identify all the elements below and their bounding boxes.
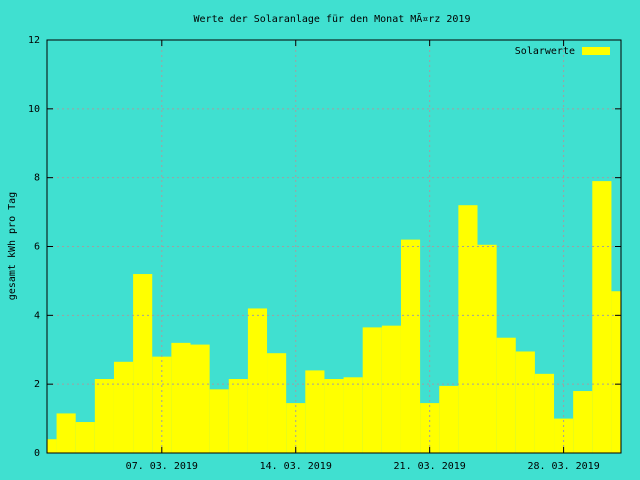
bar: [324, 379, 344, 453]
bar: [534, 373, 555, 453]
bar: [343, 377, 363, 453]
chart-title: Werte der Solaranlage für den Monat MÃ¤r…: [194, 12, 471, 25]
bar: [400, 239, 421, 453]
bar: [362, 327, 382, 453]
bar: [171, 342, 191, 453]
legend-swatch: [582, 47, 610, 55]
bar: [592, 181, 612, 453]
y-tick-label: 12: [28, 35, 40, 46]
bar: [458, 205, 478, 453]
bar: [573, 391, 593, 453]
bar: [190, 344, 210, 453]
bar: [152, 356, 172, 453]
bar: [113, 361, 134, 453]
bar: [133, 274, 153, 453]
bar: [75, 422, 95, 453]
bar: [94, 379, 114, 453]
bar: [381, 325, 401, 453]
y-tick-label: 2: [34, 379, 40, 390]
bar: [247, 308, 268, 453]
bar: [515, 351, 535, 453]
y-tick-label: 8: [34, 173, 40, 184]
bar: [267, 353, 287, 453]
bar: [56, 413, 76, 453]
bar: [420, 403, 440, 453]
bar: [477, 244, 497, 453]
bar: [47, 439, 57, 453]
legend-label: Solarwerte: [515, 46, 575, 57]
x-tick-label: 28. 03. 2019: [527, 461, 599, 472]
bar: [439, 385, 459, 453]
bar: [209, 389, 229, 453]
x-tick-label: 07. 03. 2019: [126, 461, 198, 472]
x-tick-label: 14. 03. 2019: [260, 461, 332, 472]
y-axis-label: gesamt kWh pro Tag: [7, 192, 18, 300]
y-tick-label: 10: [28, 104, 40, 115]
bar: [286, 403, 306, 453]
y-tick-label: 0: [34, 448, 40, 459]
bar: [611, 291, 621, 453]
bar: [496, 337, 516, 453]
plot-border: [46, 39, 622, 454]
y-tick-label: 4: [34, 310, 40, 321]
y-tick-label: 6: [34, 242, 40, 253]
bar: [305, 370, 325, 453]
bar: [228, 379, 248, 453]
x-tick-label: 21. 03. 2019: [394, 461, 466, 472]
